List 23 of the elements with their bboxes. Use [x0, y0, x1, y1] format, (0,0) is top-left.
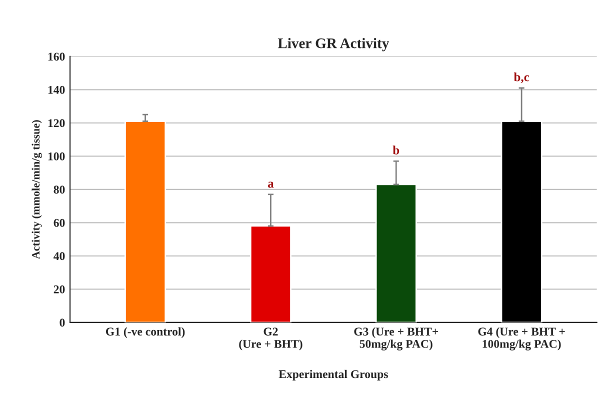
annotation: b [392, 146, 400, 154]
x-tick-label: G1 (-ve control) [106, 327, 185, 338]
bar [500, 120, 542, 322]
annotation: a [268, 182, 274, 188]
y-tick-label: 0 [60, 318, 65, 327]
y-tick-label: 20 [54, 285, 65, 294]
y-tick-label: 40 [54, 252, 65, 260]
bar [124, 120, 166, 322]
bar [375, 184, 417, 322]
chart-title: Liver GR Activity [278, 38, 390, 52]
y-tick-label: 140 [48, 86, 65, 94]
x-axis-title: Experimental Groups [278, 370, 388, 381]
y-tick-label: 160 [48, 52, 65, 61]
x-tick-label: G4 (Ure + BHT + 100mg/kg PAC) [478, 327, 565, 350]
y-tick-label: 60 [54, 218, 65, 227]
x-tick-label: G2 (Ure + BHT) [239, 328, 302, 350]
y-axis-title: Activity (mmole/min/g tissue) [32, 120, 42, 260]
y-tick-label: 120 [48, 119, 65, 128]
bar [250, 225, 292, 322]
annotation: b,c [514, 72, 530, 84]
y-tick-label: 80 [54, 186, 65, 194]
x-tick-label: G3 (Ure + BHT+ 50mg/kg PAC) [354, 327, 438, 350]
y-tick-label: 100 [48, 152, 65, 160]
